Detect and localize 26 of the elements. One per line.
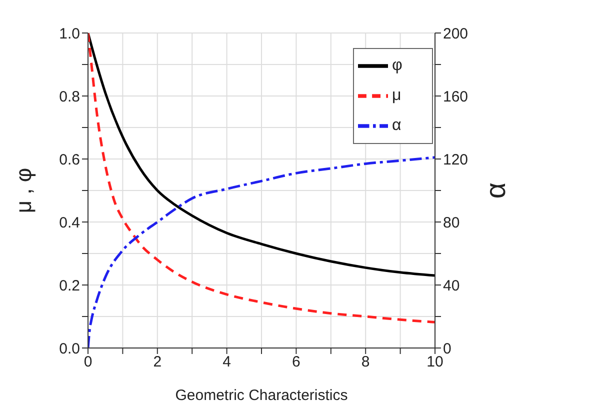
y2-axis-title: α <box>480 182 511 199</box>
y2-tick-label: 0 <box>443 340 452 358</box>
y-tick-label: 0.6 <box>59 151 80 168</box>
line-series <box>88 33 435 324</box>
y-axis-title: μ , φ <box>10 168 36 214</box>
legend-label: φ <box>392 57 402 74</box>
x-tick-label: 2 <box>153 354 162 371</box>
text: 1.0 <box>59 25 80 42</box>
line-series <box>88 33 435 277</box>
x-tick-label: 8 <box>361 354 370 371</box>
y2-tick-label: 40 <box>443 277 460 294</box>
y2-tick-label: 200 <box>443 25 468 42</box>
text: 0.0 <box>59 340 80 358</box>
y2-tick-label: 80 <box>443 214 460 232</box>
x-tick-label: 4 <box>222 354 231 371</box>
y-tick-label: 0.4 <box>59 214 80 232</box>
y2-tick-label: 120 <box>443 151 468 168</box>
y-tick-label: 0.8 <box>59 88 80 106</box>
x-tick-label: 0 <box>84 354 92 371</box>
y2-tick-label: 160 <box>443 88 468 106</box>
x-tick-label: 6 <box>292 354 300 371</box>
legend-label: α <box>392 117 402 134</box>
x-axis-title: Geometric Characteristics <box>175 387 348 404</box>
x-tick-label: 10 <box>426 354 444 371</box>
legend-label: μ <box>392 87 402 104</box>
y-tick-label: 0.2 <box>59 277 80 294</box>
